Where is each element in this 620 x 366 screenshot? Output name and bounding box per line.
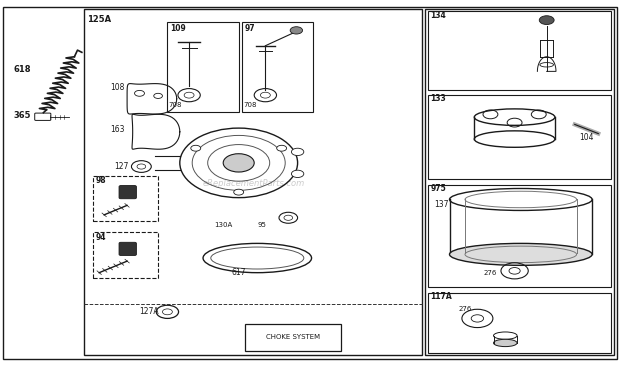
Bar — [245, 324, 341, 351]
Text: 708: 708 — [169, 102, 182, 108]
Circle shape — [539, 16, 554, 25]
Bar — [425, 9, 614, 355]
Text: 276: 276 — [459, 306, 472, 312]
Circle shape — [291, 170, 304, 178]
Text: 125A: 125A — [87, 15, 111, 23]
Text: 134: 134 — [430, 11, 446, 20]
Text: 617: 617 — [231, 268, 246, 277]
Text: 133: 133 — [430, 94, 446, 103]
Text: 97: 97 — [244, 24, 255, 33]
Bar — [167, 22, 239, 112]
Bar — [428, 95, 611, 179]
Text: 365: 365 — [14, 111, 31, 120]
Bar — [93, 176, 158, 221]
Text: 137: 137 — [434, 201, 448, 209]
Circle shape — [291, 148, 304, 156]
Text: 108: 108 — [110, 83, 125, 92]
Circle shape — [284, 215, 293, 220]
Bar — [84, 9, 422, 355]
Circle shape — [223, 154, 254, 172]
Text: 127: 127 — [115, 162, 129, 171]
Text: 104: 104 — [580, 133, 594, 142]
Circle shape — [154, 93, 162, 98]
Circle shape — [290, 27, 303, 34]
Bar — [428, 11, 611, 90]
Circle shape — [234, 189, 244, 195]
Text: 98: 98 — [95, 176, 106, 185]
Circle shape — [162, 309, 172, 315]
Text: 109: 109 — [170, 24, 185, 33]
Circle shape — [184, 92, 194, 98]
Circle shape — [137, 164, 146, 169]
Ellipse shape — [494, 339, 517, 347]
Text: CHOKE SYSTEM: CHOKE SYSTEM — [265, 335, 320, 340]
Bar — [428, 293, 611, 353]
Bar — [93, 232, 158, 278]
Bar — [428, 185, 611, 287]
Text: 708: 708 — [244, 102, 257, 108]
Circle shape — [277, 145, 286, 151]
Circle shape — [135, 90, 144, 96]
Text: 163: 163 — [110, 126, 125, 134]
Text: 130A: 130A — [214, 222, 232, 228]
Ellipse shape — [450, 243, 592, 265]
Text: 276: 276 — [484, 270, 497, 276]
Circle shape — [260, 92, 270, 98]
Text: 618: 618 — [14, 65, 31, 74]
Text: eReplacementParts.com: eReplacementParts.com — [203, 179, 305, 187]
Circle shape — [191, 145, 201, 151]
Text: 975: 975 — [430, 184, 446, 193]
Bar — [242, 22, 313, 112]
Text: 117A: 117A — [430, 292, 452, 301]
Text: 127A: 127A — [140, 307, 159, 315]
FancyBboxPatch shape — [119, 242, 136, 255]
Circle shape — [471, 315, 484, 322]
FancyBboxPatch shape — [119, 186, 136, 199]
Text: 94: 94 — [95, 233, 106, 242]
Text: 95: 95 — [257, 222, 266, 228]
Circle shape — [509, 268, 520, 274]
